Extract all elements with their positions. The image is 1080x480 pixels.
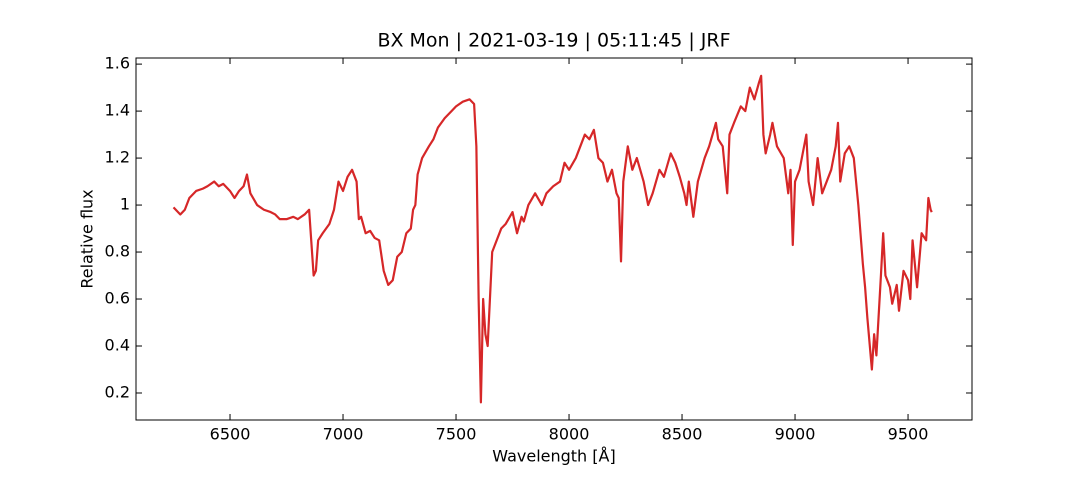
y-tick-label: 0.4 [105,336,130,355]
y-tick-label: 0.8 [105,242,130,261]
x-tick-label: 8500 [662,425,703,444]
y-tick-label: 1.4 [105,101,130,120]
y-tick-label: 1 [120,195,130,214]
x-tick-label: 7000 [323,425,364,444]
x-tick-label: 7500 [436,425,477,444]
x-tick-label: 9500 [888,425,929,444]
x-tick-label: 6500 [210,425,251,444]
plot-frame [135,57,973,421]
y-tick-label: 0.6 [105,289,130,308]
y-tick-label: 1.6 [105,54,130,73]
x-tick-label: 8000 [549,425,590,444]
x-axis-label: Wavelength [Å] [492,447,615,466]
y-axis-label: Relative flux [78,189,97,288]
chart-title: BX Mon | 2021-03-19 | 05:11:45 | JRF [377,30,730,52]
y-tick-label: 1.2 [105,148,130,167]
x-tick-label: 9000 [775,425,816,444]
y-tick-label: 0.2 [105,382,130,401]
spectrum-line [172,74,933,404]
